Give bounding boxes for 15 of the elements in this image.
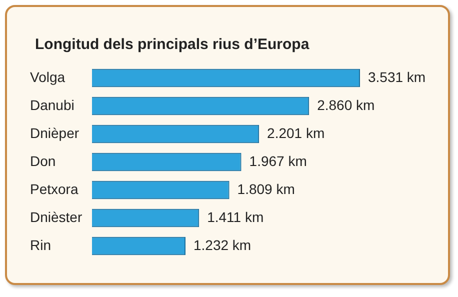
chart-title: Longitud dels principals rius d’Europa [35, 36, 310, 53]
y-tick-label: Don [30, 152, 56, 169]
y-tick-label: Rin [30, 236, 52, 253]
y-tick-label: Dnièper [30, 124, 80, 141]
data-label: 2.201 km [267, 124, 325, 141]
data-label: 1.809 km [237, 180, 295, 197]
data-label: 1.232 km [194, 236, 252, 253]
y-tick-label: Dnièster [30, 208, 82, 225]
y-tick-label: Danubi [30, 96, 74, 113]
data-label: 2.860 km [317, 96, 375, 113]
data-label: 1.967 km [249, 152, 307, 169]
y-tick-label: Petxora [30, 180, 78, 197]
data-label: 3.531 km [368, 68, 426, 85]
data-label: 1.411 km [207, 208, 264, 225]
y-tick-label: Volga [30, 68, 66, 85]
